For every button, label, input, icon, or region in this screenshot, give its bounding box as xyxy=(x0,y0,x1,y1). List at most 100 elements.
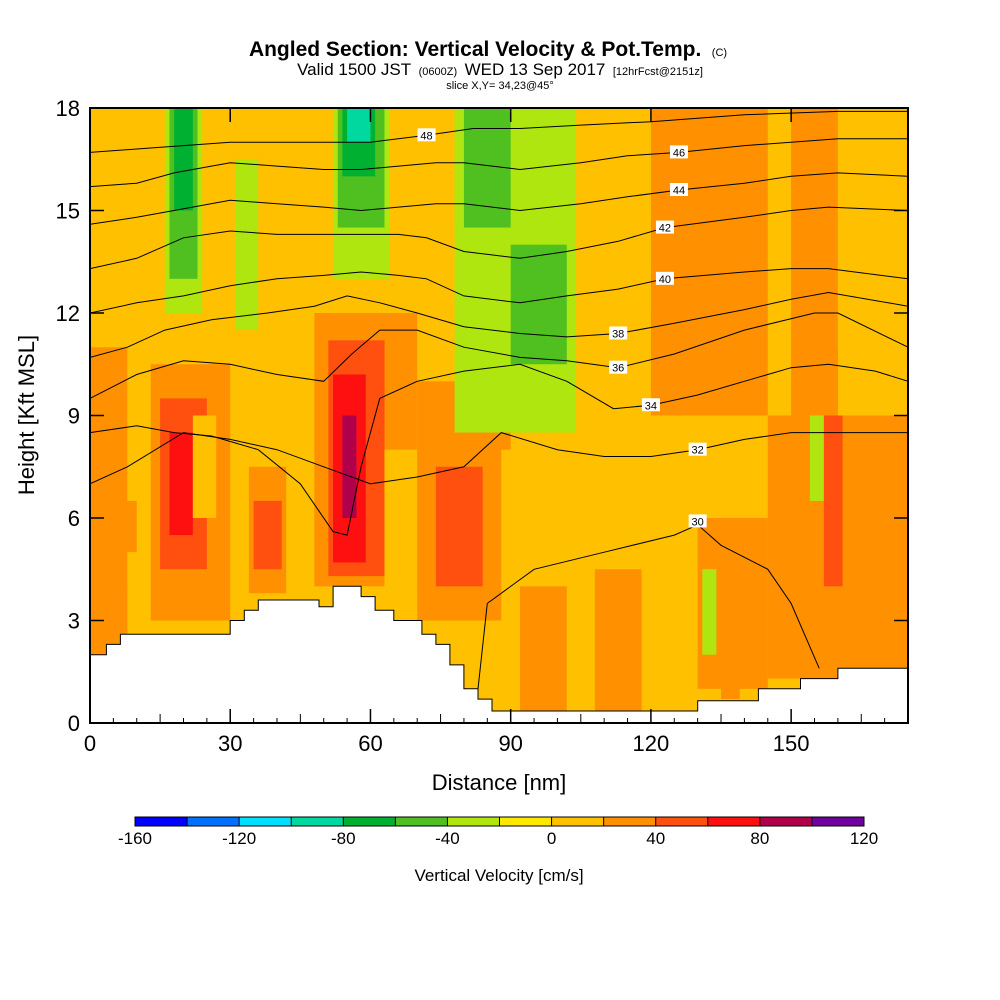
velocity-cell-5 xyxy=(169,432,193,536)
theta-label-bg-42 xyxy=(655,220,674,234)
theta-label-bg-36 xyxy=(609,360,628,374)
slice-label: slice X,Y= 34,23@45° xyxy=(446,80,554,92)
theta-contour-38 xyxy=(90,291,908,358)
theta-label-bg-46 xyxy=(669,145,688,159)
colorbar-label-2: -80 xyxy=(331,829,356,848)
theta-contours xyxy=(90,110,908,689)
colorbar-swatch-3 xyxy=(291,817,344,826)
velocity-cell-44 xyxy=(529,278,558,348)
velocity-cell-6 xyxy=(122,500,137,553)
colorbar-title: Vertical Velocity [cm/s] xyxy=(414,866,583,885)
y-tick-label-18: 18 xyxy=(56,96,80,121)
terrain-mask xyxy=(90,585,908,723)
colorbar-swatch-10 xyxy=(655,817,708,826)
theta-label-32: 32 xyxy=(692,445,704,457)
colorbar-swatch-2 xyxy=(239,817,292,826)
velocity-cell-15 xyxy=(384,449,418,611)
theta-contour-44 xyxy=(90,172,908,225)
theta-contour-34 xyxy=(90,363,908,536)
theta-contour-40 xyxy=(90,268,908,314)
colorbar-swatch-1 xyxy=(187,817,240,826)
theta-label-bg-32 xyxy=(688,442,707,456)
colorbar-swatch-11 xyxy=(707,817,760,826)
theta-label-bg-40 xyxy=(655,271,674,285)
theta-contour-36 xyxy=(90,312,908,399)
y-axis-label: Height [Kft MSL] xyxy=(14,335,39,495)
velocity-cell-40 xyxy=(347,108,371,143)
colorbar-swatch-4 xyxy=(343,817,396,826)
theta-label-48: 48 xyxy=(420,130,432,142)
theta-contour-30 xyxy=(477,524,820,689)
y-tick-label-6: 6 xyxy=(68,506,80,531)
x-tick-label-150: 150 xyxy=(773,731,810,756)
x-tick-label-0: 0 xyxy=(84,731,96,756)
theta-label-46: 46 xyxy=(673,147,685,159)
x-tick-label-120: 120 xyxy=(633,731,670,756)
theta-label-bg-30 xyxy=(688,514,707,528)
velocity-cell-30 xyxy=(767,108,792,416)
velocity-cell-28 xyxy=(865,466,904,621)
colorbar: -160 -120 -80 -40 0 40 80 120 xyxy=(118,816,878,848)
theta-label-44: 44 xyxy=(673,185,685,197)
colorbar-label-5: 40 xyxy=(646,829,665,848)
plot-area: 30 32 34 36 38 40 42 44 46 48 xyxy=(90,108,908,723)
colorbar-label-7: 120 xyxy=(850,829,878,848)
theta-contour-labels: 30 32 34 36 38 40 42 44 46 48 xyxy=(417,128,707,528)
velocity-cell-20 xyxy=(520,586,567,712)
theta-label-30: 30 xyxy=(692,516,704,528)
colorbar-frame xyxy=(134,816,865,827)
velocity-cell-32 xyxy=(90,108,128,348)
velocity-cell-36 xyxy=(234,159,259,331)
colorbar-swatch-12 xyxy=(759,817,812,826)
y-tick-label-12: 12 xyxy=(56,301,80,326)
theta-label-42: 42 xyxy=(659,223,671,235)
velocity-cell-23 xyxy=(702,569,717,655)
velocity-cell-1 xyxy=(90,347,128,655)
colorbar-swatch-0 xyxy=(135,817,188,826)
velocity-cell-31 xyxy=(837,108,908,416)
theta-contour-42 xyxy=(90,206,908,270)
theta-label-bg-38 xyxy=(609,326,628,340)
velocity-cell-29 xyxy=(650,108,838,416)
y-tick-label-15: 15 xyxy=(56,199,80,224)
theta-label-bg-48 xyxy=(417,128,436,142)
colorbar-swatch-13 xyxy=(811,817,864,826)
velocity-field xyxy=(90,108,908,723)
theta-label-bg-34 xyxy=(641,398,660,412)
y-tick-label-0: 0 xyxy=(68,711,80,736)
theta-label-bg-44 xyxy=(669,183,688,196)
velocity-cell-7 xyxy=(192,415,217,518)
colorbar-label-6: 80 xyxy=(750,829,769,848)
x-axis-label: Distance [nm] xyxy=(432,770,567,795)
chart-subtitle: Valid 1500 JST (0600Z) WED 13 Sep 2017 [… xyxy=(297,60,703,79)
x-tick-label-30: 30 xyxy=(218,731,242,756)
colorbar-swatch-7 xyxy=(499,817,552,826)
y-tick-label-9: 9 xyxy=(68,404,80,429)
colorbar-label-0: -160 xyxy=(118,829,152,848)
colorbar-swatch-9 xyxy=(603,817,656,826)
terrain xyxy=(90,585,908,723)
colorbar-swatch-6 xyxy=(447,817,500,826)
velocity-cell-24 xyxy=(721,603,740,700)
colorbar-label-1: -120 xyxy=(222,829,256,848)
colorbar-label-3: -40 xyxy=(435,829,460,848)
x-tick-label-90: 90 xyxy=(498,731,522,756)
theta-label-34: 34 xyxy=(645,400,657,412)
velocity-cell-18 xyxy=(449,500,464,570)
x-tick-label-60: 60 xyxy=(358,731,382,756)
colorbar-swatch-8 xyxy=(551,817,604,826)
theta-label-38: 38 xyxy=(612,329,624,341)
velocity-cell-14 xyxy=(342,415,357,518)
theta-contour-46 xyxy=(90,138,908,188)
colorbar-label-4: 0 xyxy=(547,829,556,848)
theta-label-36: 36 xyxy=(612,363,624,375)
velocity-cell-45 xyxy=(580,108,651,313)
chart-title: Angled Section: Vertical Velocity & Pot.… xyxy=(249,38,727,61)
colorbar-swatch-5 xyxy=(395,817,448,826)
theta-label-40: 40 xyxy=(659,274,671,286)
velocity-cell-9 xyxy=(253,500,282,570)
y-tick-label-3: 3 xyxy=(68,609,80,634)
velocity-cell-21 xyxy=(594,569,642,712)
